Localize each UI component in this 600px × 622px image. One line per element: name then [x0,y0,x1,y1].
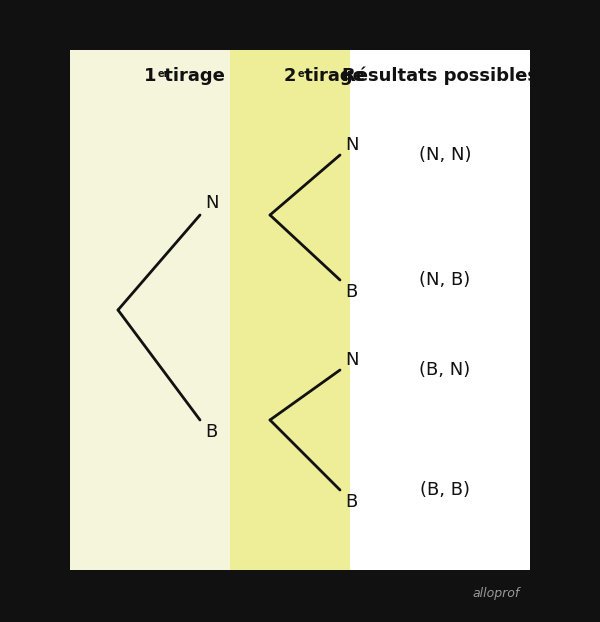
Bar [230,50,350,570]
Text: 1: 1 [144,67,156,85]
Text: 2: 2 [284,67,296,85]
Text: tirage: tirage [298,67,365,85]
Text: (B, N): (B, N) [419,361,470,379]
Text: N: N [345,351,359,369]
Text: (N, N): (N, N) [419,146,471,164]
Bar [70,50,530,570]
Text: N: N [345,136,359,154]
Text: B: B [205,423,217,441]
Text: e: e [298,69,305,79]
Text: B: B [345,493,357,511]
Text: alloprof: alloprof [473,587,520,600]
Text: Résultats possibles: Résultats possibles [342,67,538,85]
Text: tirage: tirage [158,67,225,85]
Text: (B, B): (B, B) [420,481,470,499]
Text: B: B [345,283,357,301]
Bar [350,50,530,570]
Bar [70,50,230,570]
Text: er: er [158,69,170,79]
Text: (N, B): (N, B) [419,271,470,289]
Text: N: N [205,194,218,212]
